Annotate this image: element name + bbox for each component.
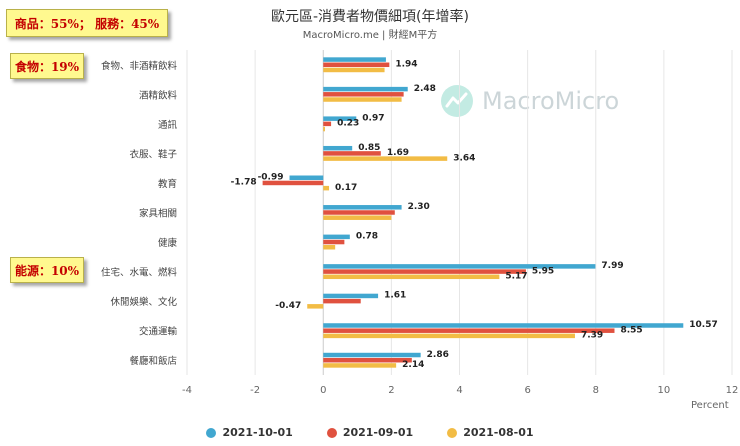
energy-weight-callout: 能源：10%: [10, 257, 84, 283]
bar-series-2: [262, 180, 324, 186]
data-label: 1.61: [384, 291, 406, 301]
x-tick-label: 2: [388, 385, 394, 396]
bar-series-2: [323, 151, 381, 156]
data-label: 1.94: [395, 60, 417, 70]
data-label: -0.47: [275, 301, 301, 311]
x-tick-label: 4: [456, 385, 462, 396]
watermark: MacroMicro: [440, 84, 619, 118]
category-label: 衣服、鞋子: [129, 148, 177, 160]
data-label: 2.14: [402, 360, 424, 370]
bar-series-1: [323, 116, 357, 121]
data-label: 2.86: [427, 350, 449, 360]
bar-series-1: [323, 264, 596, 269]
x-tick-label: 8: [593, 385, 599, 396]
bar-series-3: [323, 185, 330, 191]
legend-dot-series-3: [447, 427, 458, 438]
x-tick-label: -2: [250, 385, 260, 396]
bar-series-2: [323, 357, 412, 363]
data-label: 7.99: [601, 261, 623, 271]
x-tick-label: 10: [658, 385, 671, 396]
data-label: -0.99: [258, 173, 284, 183]
bar-series-2: [323, 239, 345, 245]
legend-item-series-2[interactable]: 2021-09-01: [326, 426, 414, 439]
bar-series-3: [323, 156, 448, 161]
category-label: 通訊: [158, 119, 178, 131]
x-tick-label: 12: [726, 385, 739, 396]
data-label: 2.30: [408, 202, 430, 212]
bar-series-1: [289, 175, 324, 181]
bar-series-2: [323, 298, 361, 304]
bar-series-1: [323, 293, 379, 299]
bar-series-3: [323, 274, 500, 280]
category-label: 酒精飲料: [139, 89, 178, 101]
bar-series-3: [323, 333, 575, 339]
x-tick-label: 6: [524, 385, 530, 396]
goods-services-callout: 商品：55%； 服務：45%: [6, 9, 168, 37]
food-weight-callout: 食物：19%: [10, 53, 84, 79]
watermark-text: MacroMicro: [482, 87, 620, 115]
bar-series-2: [323, 121, 332, 127]
data-label: 5.17: [505, 272, 527, 282]
data-label: 10.57: [689, 320, 717, 330]
data-label: 5.95: [532, 266, 554, 276]
bar-series-2: [323, 210, 395, 215]
legend: 2021-10-01 2021-09-01 2021-08-01: [0, 426, 740, 439]
bar-series-2: [323, 269, 526, 274]
bar-series-2: [323, 62, 390, 68]
bar-series-1: [323, 145, 353, 151]
x-tick-label: 0: [320, 385, 326, 396]
legend-label-series-2: 2021-09-01: [342, 426, 414, 439]
bar-series-1: [323, 57, 386, 62]
bar-series-3: [323, 244, 336, 250]
bar-series-3: [323, 363, 397, 368]
bar-series-1: [323, 86, 408, 92]
data-label: 0.23: [337, 119, 359, 129]
category-label: 餐廳和飯店: [129, 355, 177, 367]
x-tick-label: -4: [182, 385, 192, 396]
x-axis-label: Percent: [691, 400, 729, 411]
data-label: 1.69: [387, 148, 409, 158]
category-label: 家具相關: [139, 208, 177, 220]
macromicro-logo-icon: [441, 85, 473, 117]
legend-dot-series-1: [206, 427, 217, 438]
legend-label-series-1: 2021-10-01: [222, 426, 293, 439]
category-label: 健康: [158, 237, 178, 249]
chart-title: 歐元區-消費者物價細項(年增率): [271, 9, 469, 25]
data-label: 0.17: [335, 183, 357, 193]
bar-series-3: [323, 97, 402, 102]
bar-series-1: [323, 352, 421, 358]
legend-dot-series-2: [326, 427, 337, 438]
bar-series-1: [323, 234, 350, 240]
category-label: 教育: [158, 178, 177, 190]
legend-item-series-1[interactable]: 2021-10-01: [206, 426, 293, 439]
data-label: 7.39: [581, 331, 603, 341]
data-label: 0.97: [362, 113, 384, 123]
category-label: 交通運輸: [139, 326, 178, 338]
data-label: 8.55: [620, 325, 642, 335]
bar-series-3: [323, 126, 325, 132]
category-label: 食物、非酒精飲料: [101, 60, 178, 72]
bar-series-3: [323, 67, 385, 73]
data-label: 3.64: [453, 153, 475, 163]
bar-series-3: [307, 304, 324, 309]
data-label: -1.78: [231, 178, 257, 188]
chart-subtitle: MacroMicro.me | 財經M平方: [302, 30, 438, 41]
legend-item-series-3[interactable]: 2021-08-01: [447, 426, 534, 439]
data-label: 2.48: [414, 84, 436, 94]
data-label: 0.85: [358, 143, 380, 153]
bar-series-3: [323, 215, 392, 220]
bar-series-2: [323, 92, 404, 97]
category-label: 住宅、水電、燃料: [101, 267, 178, 279]
legend-label-series-3: 2021-08-01: [463, 426, 534, 439]
bar-series-1: [323, 205, 402, 210]
category-label: 休閒娛樂、文化: [110, 296, 177, 308]
bar-series-1: [323, 323, 684, 328]
bar-series-2: [323, 328, 615, 333]
data-label: 0.78: [356, 232, 378, 242]
